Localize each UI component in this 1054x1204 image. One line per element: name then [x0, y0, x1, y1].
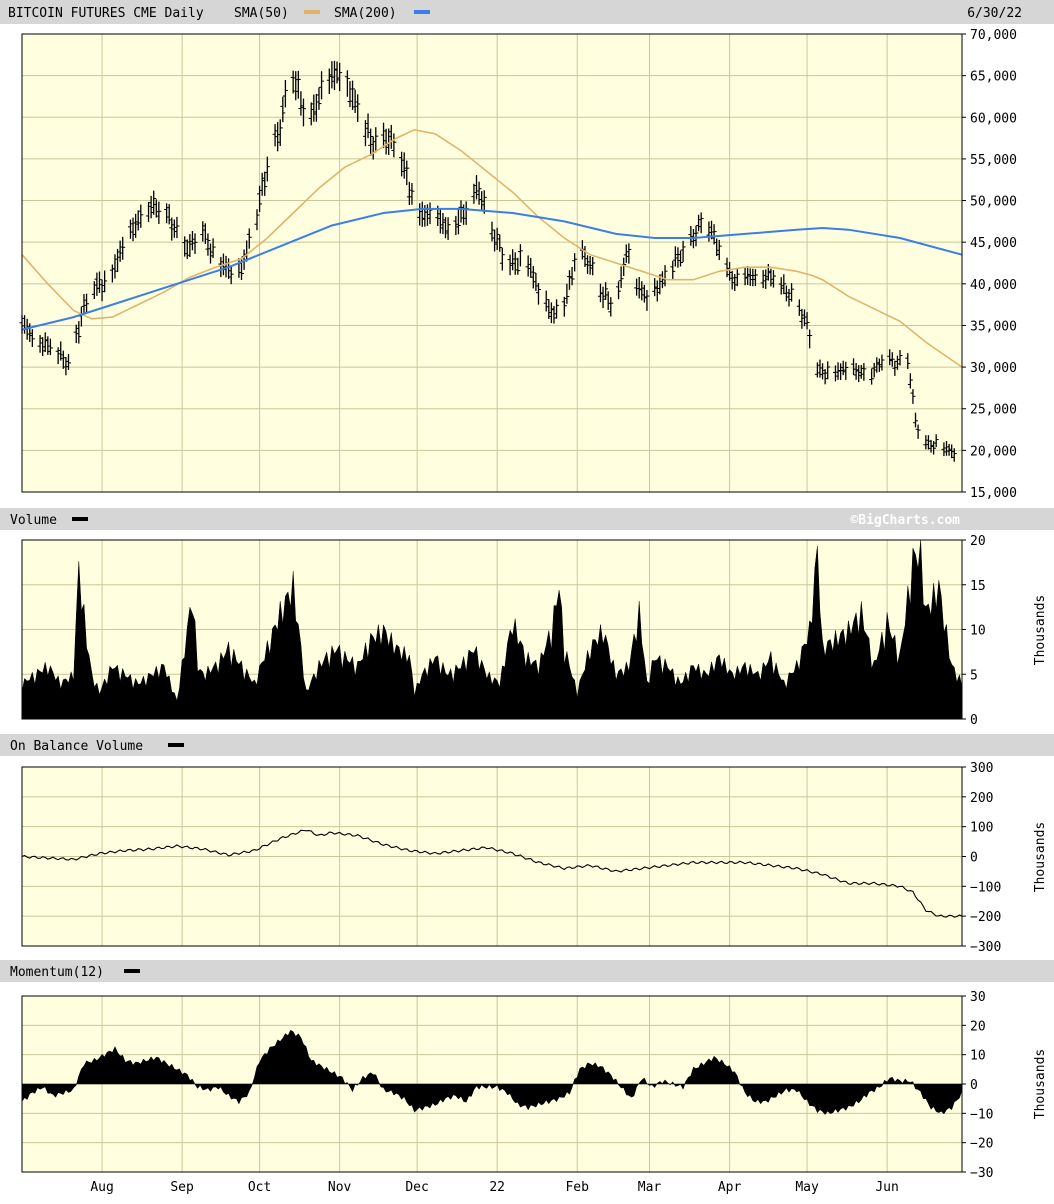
y-tick-label: −30	[970, 1166, 993, 1181]
y-tick-label: −100	[970, 880, 1001, 895]
obv-panel-label: On Balance Volume	[10, 739, 143, 754]
y-tick-label: 30,000	[970, 361, 1017, 376]
y-tick-label: 65,000	[970, 70, 1017, 85]
chart-date: 6/30/22	[967, 6, 1022, 21]
y-tick-label: 70,000	[970, 28, 1017, 43]
x-tick-label: Feb	[565, 1180, 589, 1195]
y-tick-label: 20	[970, 534, 986, 549]
y-tick-label: 200	[970, 791, 993, 806]
y-tick-label: 0	[970, 851, 978, 866]
plot-frame	[21, 995, 963, 1173]
x-tick-label: Aug	[90, 1180, 113, 1195]
sma50-legend-label: SMA(50)	[234, 6, 289, 21]
y-tick-label: 30	[970, 990, 986, 1005]
obv-panel: −300 −200 −100 0 100 200 300	[21, 761, 1001, 955]
obv-legend-swatch	[168, 743, 184, 747]
sma50-legend-swatch	[304, 10, 320, 14]
x-axis-labels: Aug Sep Oct Nov Dec 22 Feb Mar Apr May Jun	[90, 1180, 899, 1195]
y-tick-label: 20	[970, 1019, 986, 1034]
volume-panel-label: Volume	[10, 513, 57, 528]
y-tick-label: 55,000	[970, 153, 1017, 168]
sma50-line	[21, 128, 963, 368]
y-tick-label: 15,000	[970, 486, 1017, 501]
y-tick-label: −10	[970, 1107, 993, 1122]
obv-unit-label: Thousands	[1033, 822, 1048, 892]
volume-header-bar	[0, 508, 1054, 530]
y-tick-label: 20,000	[970, 444, 1017, 459]
plot-frame	[21, 33, 963, 493]
volume-unit-label: Thousands	[1033, 595, 1048, 665]
bigcharts-brand: ©BigCharts.com	[850, 513, 960, 528]
y-tick-label: 60,000	[970, 111, 1017, 126]
y-tick-label: 10	[970, 1049, 986, 1064]
momentum-panel-label: Momentum(12)	[10, 965, 104, 980]
plot-frame	[21, 539, 963, 720]
y-tick-label: 35,000	[970, 319, 1017, 334]
x-tick-label: Sep	[170, 1180, 194, 1195]
y-tick-label: −20	[970, 1137, 993, 1152]
sma200-line	[21, 207, 963, 331]
y-tick-label: 45,000	[970, 236, 1017, 251]
x-tick-label: Apr	[718, 1180, 742, 1195]
sma200-legend-label: SMA(200)	[334, 6, 397, 21]
x-tick-label: Mar	[638, 1180, 662, 1195]
momentum-unit-label: Thousands	[1033, 1049, 1048, 1119]
y-tick-label: 0	[970, 1078, 978, 1093]
x-tick-label: Dec	[405, 1180, 428, 1195]
obv-line	[21, 829, 963, 918]
chart-title: BITCOIN FUTURES CME Daily	[8, 6, 204, 21]
y-tick-label: 300	[970, 761, 993, 776]
x-tick-label: 22	[489, 1180, 505, 1195]
price-bars	[19, 60, 957, 462]
y-tick-label: −200	[970, 910, 1001, 925]
x-tick-label: Nov	[328, 1180, 352, 1195]
momentum-header-bar	[0, 960, 1054, 982]
volume-panel: 0 5 10 15 20	[21, 534, 986, 728]
momentum-legend-swatch	[124, 969, 140, 973]
y-tick-label: −300	[970, 940, 1001, 955]
volume-legend-swatch	[72, 517, 88, 521]
y-tick-label: 50,000	[970, 195, 1017, 210]
obv-header-bar	[0, 734, 1054, 756]
y-tick-label: 100	[970, 821, 993, 836]
price-panel: 15,000 20,000 25,000 30,000 35,000 40,000 45,0…	[19, 28, 1017, 501]
plot-background	[22, 34, 962, 492]
y-tick-label: 25,000	[970, 403, 1017, 418]
y-tick-label: 40,000	[970, 278, 1017, 293]
x-tick-label: Jun	[875, 1180, 898, 1195]
x-tick-label: Oct	[248, 1180, 271, 1195]
y-tick-label: 5	[970, 668, 978, 683]
volume-area	[21, 539, 963, 720]
sma200-legend-swatch	[414, 10, 430, 14]
y-tick-label: 15	[970, 579, 986, 594]
x-tick-label: May	[795, 1180, 819, 1195]
plot-frame	[21, 766, 963, 947]
momentum-area	[21, 1029, 963, 1116]
main-header-bar	[0, 0, 1054, 24]
y-tick-label: 0	[970, 713, 978, 728]
momentum-panel: −30 −20 −10 0 10 20 30	[21, 990, 993, 1181]
y-tick-label: 10	[970, 624, 986, 639]
